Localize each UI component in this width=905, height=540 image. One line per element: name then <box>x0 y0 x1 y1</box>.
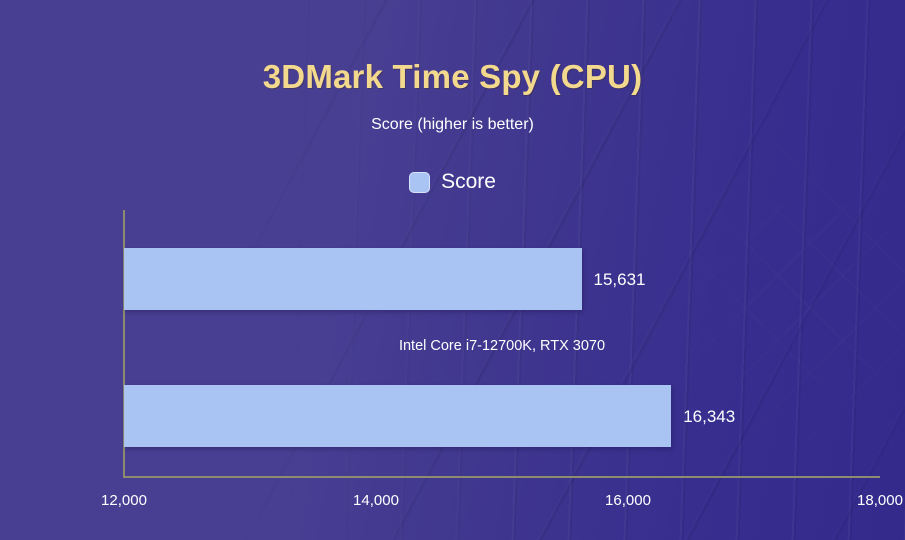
x-tick-label: 14,000 <box>353 492 399 509</box>
x-tick-label: 16,000 <box>605 492 651 509</box>
legend-item-label: Score <box>441 170 496 193</box>
square-swatch-icon <box>409 171 431 193</box>
bar-value-windows-11: 16,343 <box>683 407 736 426</box>
y-axis-line <box>123 210 125 477</box>
chart-legend: Score <box>0 170 905 194</box>
x-tick-label: 12,000 <box>101 492 147 509</box>
bar-windows-11[interactable] <box>124 385 672 447</box>
chart-title: 3DMark Time Spy (CPU) <box>262 58 643 95</box>
plot-area: Windows 10 Windows 11 15,631 16,343 Inte… <box>101 210 903 509</box>
bar-windows-10[interactable] <box>124 248 582 310</box>
x-axis-line <box>123 476 880 478</box>
x-tick-label: 18,000 <box>857 492 903 509</box>
chart-subtitle: Score (higher is better) <box>371 116 534 133</box>
chart-annotation: Intel Core i7-12700K, RTX 3070 <box>398 338 606 354</box>
bar-value-windows-10: 15,631 <box>593 270 646 289</box>
